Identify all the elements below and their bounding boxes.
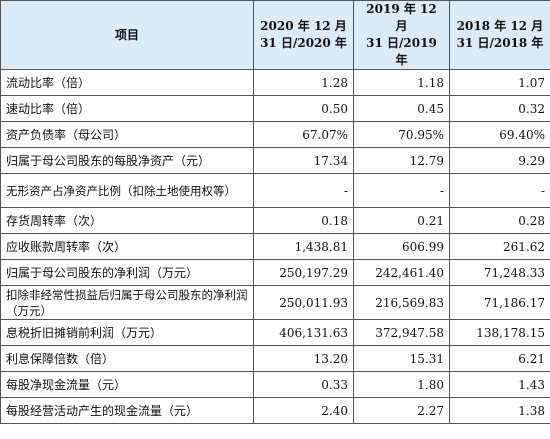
value-2019: 372,947.58 bbox=[353, 319, 450, 346]
row-label: 应收账款周转率（次） bbox=[0, 233, 254, 260]
value-2020: 2.40 bbox=[253, 397, 354, 424]
table-row: 归属于母公司股东的净利润（万元） 250,197.29 242,461.40 7… bbox=[0, 259, 550, 286]
row-label: 无形资产占净资产比例（扣除土地使用权等） bbox=[0, 173, 254, 208]
value-2018: 1.43 bbox=[449, 371, 550, 398]
table-row: 扣除非经常性损益后归属于母公司股东的净利润（万元） 250,011.93 216… bbox=[0, 285, 550, 320]
value-2020: 17.34 bbox=[253, 147, 354, 174]
table-row: 每股净现金流量（元） 0.33 1.80 1.43 bbox=[0, 371, 550, 398]
value-2020: 1.28 bbox=[253, 69, 354, 96]
header-2020: 2020 年 12 月 31 日/2020 年 bbox=[253, 0, 354, 70]
value-2019: 242,461.40 bbox=[353, 259, 450, 286]
row-label: 每股净现金流量（元） bbox=[0, 371, 254, 398]
value-2019: 1.80 bbox=[353, 371, 450, 398]
value-2019: 0.21 bbox=[353, 207, 450, 234]
value-2018: 1.38 bbox=[449, 397, 550, 424]
value-2018: 0.32 bbox=[449, 95, 550, 122]
value-2020: 0.33 bbox=[253, 371, 354, 398]
header-2020-line1: 2020 年 12 月 bbox=[260, 19, 347, 33]
table-row: 归属于母公司股东的每股净资产（元） 17.34 12.79 9.29 bbox=[0, 147, 550, 174]
table-row: 资产负债率（母公司） 67.07% 70.95% 69.40% bbox=[0, 121, 550, 148]
value-2020: 0.50 bbox=[253, 95, 354, 122]
row-label: 每股经营活动产生的现金流量（元） bbox=[0, 397, 254, 424]
row-label: 资产负债率（母公司） bbox=[0, 121, 254, 148]
table-row: 速动比率（倍） 0.50 0.45 0.32 bbox=[0, 95, 550, 122]
header-2018-line2: 31 日/2018 年 bbox=[456, 36, 544, 50]
table-row: 存货周转率（次） 0.18 0.21 0.28 bbox=[0, 207, 550, 234]
value-2020: 13.20 bbox=[253, 345, 354, 372]
value-2019: 70.95% bbox=[353, 121, 450, 148]
table-row: 应收账款周转率（次） 1,438.81 606.99 261.62 bbox=[0, 233, 550, 260]
value-2019: 15.31 bbox=[353, 345, 450, 372]
value-2019: 606.99 bbox=[353, 233, 450, 260]
row-label: 归属于母公司股东的每股净资产（元） bbox=[0, 147, 254, 174]
value-2020: - bbox=[253, 173, 354, 208]
financial-indicators-table: 项目 2020 年 12 月 31 日/2020 年 2019 年 12 月 3… bbox=[0, 0, 550, 424]
value-2019: - bbox=[353, 173, 450, 208]
header-row: 项目 2020 年 12 月 31 日/2020 年 2019 年 12 月 3… bbox=[0, 0, 550, 70]
value-2018: 138,178.15 bbox=[449, 319, 550, 346]
row-label: 速动比率（倍） bbox=[0, 95, 254, 122]
table-row: 无形资产占净资产比例（扣除土地使用权等） - - - bbox=[0, 173, 550, 208]
value-2020: 250,197.29 bbox=[253, 259, 354, 286]
value-2019: 2.27 bbox=[353, 397, 450, 424]
header-2019-line2: 31 日/2019 年 bbox=[366, 36, 437, 67]
value-2019: 1.18 bbox=[353, 69, 450, 96]
value-2020: 250,011.93 bbox=[253, 285, 354, 320]
value-2020: 406,131.63 bbox=[253, 319, 354, 346]
row-label: 息税折旧摊销前利润（万元） bbox=[0, 319, 254, 346]
row-label: 扣除非经常性损益后归属于母公司股东的净利润（万元） bbox=[0, 285, 254, 320]
row-label: 利息保障倍数（倍） bbox=[0, 345, 254, 372]
value-2019: 0.45 bbox=[353, 95, 450, 122]
value-2018: 69.40% bbox=[449, 121, 550, 148]
header-item: 项目 bbox=[0, 0, 254, 70]
value-2020: 0.18 bbox=[253, 207, 354, 234]
table-row: 利息保障倍数（倍） 13.20 15.31 6.21 bbox=[0, 345, 550, 372]
value-2018: - bbox=[449, 173, 550, 208]
row-label: 流动比率（倍） bbox=[0, 69, 254, 96]
value-2018: 9.29 bbox=[449, 147, 550, 174]
value-2018: 1.07 bbox=[449, 69, 550, 96]
header-2020-line2: 31 日/2020 年 bbox=[260, 36, 347, 50]
row-label: 存货周转率（次） bbox=[0, 207, 254, 234]
value-2019: 12.79 bbox=[353, 147, 450, 174]
value-2020: 1,438.81 bbox=[253, 233, 354, 260]
header-2018: 2018 年 12 月 31 日/2018 年 bbox=[449, 0, 550, 70]
table-row: 每股经营活动产生的现金流量（元） 2.40 2.27 1.38 bbox=[0, 397, 550, 424]
header-2019: 2019 年 12 月 31 日/2019 年 bbox=[353, 0, 450, 70]
value-2019: 216,569.83 bbox=[353, 285, 450, 320]
row-label: 归属于母公司股东的净利润（万元） bbox=[0, 259, 254, 286]
value-2018: 71,186.17 bbox=[449, 285, 550, 320]
header-2018-line1: 2018 年 12 月 bbox=[456, 19, 544, 33]
value-2018: 261.62 bbox=[449, 233, 550, 260]
value-2018: 71,248.33 bbox=[449, 259, 550, 286]
table-row: 息税折旧摊销前利润（万元） 406,131.63 372,947.58 138,… bbox=[0, 319, 550, 346]
value-2018: 0.28 bbox=[449, 207, 550, 234]
value-2020: 67.07% bbox=[253, 121, 354, 148]
table-row: 流动比率（倍） 1.28 1.18 1.07 bbox=[0, 69, 550, 96]
header-2019-line1: 2019 年 12 月 bbox=[366, 2, 437, 33]
value-2018: 6.21 bbox=[449, 345, 550, 372]
